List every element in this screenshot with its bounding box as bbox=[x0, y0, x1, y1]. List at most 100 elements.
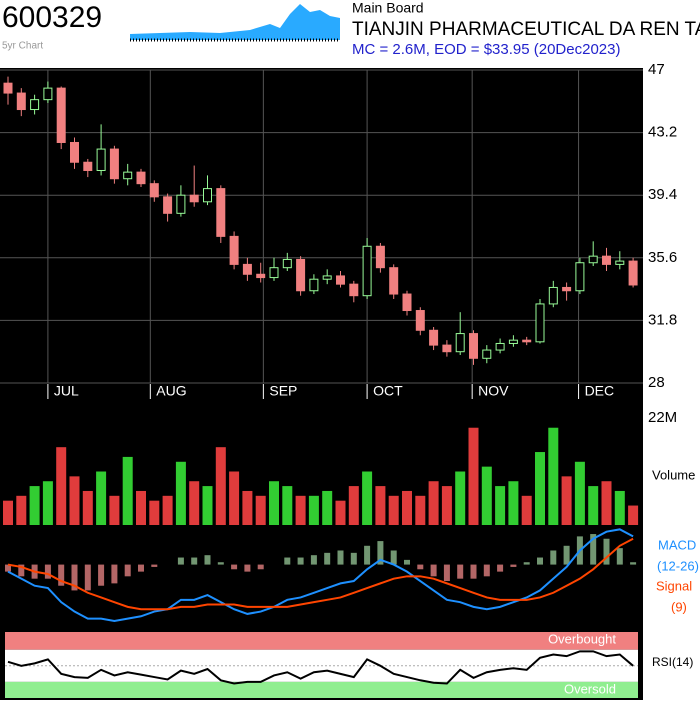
board: Main Board bbox=[352, 0, 424, 16]
volume-bar bbox=[282, 486, 293, 525]
x-tick-label: JUL bbox=[54, 383, 79, 399]
candle-body bbox=[548, 286, 558, 305]
macd-histogram bbox=[377, 541, 384, 565]
candle-body bbox=[429, 329, 439, 346]
candle-body bbox=[455, 333, 465, 353]
candle-body bbox=[282, 258, 292, 269]
macd-line bbox=[7, 537, 634, 611]
x-tick-label: AUG bbox=[156, 383, 186, 399]
series-name: MACD bbox=[658, 537, 696, 552]
volume-bar bbox=[428, 481, 439, 525]
candle-body bbox=[508, 339, 518, 344]
macd-histogram bbox=[284, 557, 291, 565]
volume-bar bbox=[402, 490, 412, 525]
candle-body bbox=[3, 82, 13, 94]
candle-body bbox=[562, 286, 572, 292]
macd-histogram bbox=[470, 564, 477, 579]
volume-bar bbox=[122, 456, 133, 525]
series-params: (9) bbox=[671, 599, 687, 614]
x-tick-label: SEP bbox=[269, 383, 297, 399]
macd-histogram bbox=[5, 564, 11, 572]
candle-body bbox=[588, 255, 598, 264]
candle-body bbox=[229, 235, 239, 265]
volume-bar bbox=[242, 490, 253, 525]
macd-histogram bbox=[151, 564, 158, 567]
volume-bar bbox=[535, 452, 545, 525]
macd-histogram bbox=[523, 562, 530, 565]
macd-histogram bbox=[231, 564, 238, 570]
candle-body bbox=[575, 262, 585, 292]
macd-histogram bbox=[510, 564, 517, 567]
macd-histogram bbox=[257, 564, 264, 570]
macd-histogram bbox=[390, 550, 397, 565]
macd-histogram bbox=[590, 534, 597, 565]
volume-bar bbox=[109, 495, 120, 525]
macd-histogram bbox=[537, 557, 543, 565]
series-params: (12-26) bbox=[657, 558, 699, 573]
macd-histogram bbox=[550, 550, 557, 565]
candle-body bbox=[522, 339, 532, 343]
candle-body bbox=[176, 194, 186, 214]
volume-label: Volume bbox=[652, 467, 695, 482]
volume-bar bbox=[495, 486, 506, 525]
candle-body bbox=[615, 260, 625, 265]
candle-body bbox=[189, 194, 199, 203]
candle-body bbox=[256, 273, 266, 279]
candle-body bbox=[375, 245, 385, 269]
volume-bar bbox=[362, 471, 373, 525]
candle-body bbox=[349, 283, 359, 297]
candle-body bbox=[535, 303, 545, 343]
volume-bar bbox=[215, 447, 226, 525]
macd-histogram bbox=[443, 564, 450, 582]
macd-histogram bbox=[603, 538, 610, 565]
volume-bar bbox=[175, 461, 186, 525]
macd-histogram bbox=[111, 564, 118, 584]
macd-histogram bbox=[324, 552, 331, 565]
volume-bar bbox=[16, 495, 27, 525]
candle-body bbox=[415, 310, 425, 331]
candle-body bbox=[83, 161, 93, 171]
x-tick-label: OCT bbox=[373, 383, 403, 399]
volume-bar bbox=[601, 481, 612, 525]
y-tick-label: 39.4 bbox=[648, 186, 677, 203]
candle-body bbox=[402, 293, 412, 312]
candle-body bbox=[628, 260, 638, 286]
candle-body bbox=[16, 92, 26, 111]
candle-body bbox=[242, 263, 252, 275]
volume-bar bbox=[56, 447, 67, 525]
volume-bar bbox=[149, 500, 160, 525]
macd-histogram bbox=[84, 564, 91, 591]
stock-code: 600329 bbox=[2, 1, 102, 34]
candle-body bbox=[296, 258, 306, 292]
candle-body bbox=[109, 148, 119, 180]
volume-bar bbox=[308, 495, 319, 525]
series-name: Signal bbox=[656, 578, 692, 593]
candle-body bbox=[482, 349, 492, 359]
macd-histogram bbox=[497, 564, 504, 572]
volume-bar bbox=[614, 490, 625, 525]
y-tick-label: 31.8 bbox=[648, 311, 677, 328]
candle-body bbox=[309, 278, 319, 292]
macd-histogram bbox=[417, 564, 424, 570]
candle-body bbox=[123, 171, 133, 180]
candle-body bbox=[469, 333, 478, 359]
volume-bar bbox=[348, 486, 359, 525]
volume-bar bbox=[481, 466, 492, 525]
candle-body bbox=[136, 171, 146, 185]
volume-bar bbox=[42, 481, 53, 525]
candle-body bbox=[56, 87, 66, 143]
x-tick-label: NOV bbox=[478, 383, 509, 399]
volume-bar bbox=[82, 490, 93, 525]
volume-bar bbox=[574, 461, 585, 525]
chart-area bbox=[0, 68, 643, 700]
macd-histogram bbox=[177, 557, 184, 565]
volume-bar bbox=[29, 486, 40, 525]
candle-body bbox=[442, 344, 452, 353]
volume-bar bbox=[441, 486, 452, 525]
info: MC = 2.6M, EOD = $33.95 (20Dec2023) bbox=[352, 41, 620, 58]
macd-histogram bbox=[457, 564, 464, 579]
macd-histogram bbox=[244, 564, 251, 572]
volume-bar bbox=[295, 495, 306, 525]
overbought-label: Overbought bbox=[548, 631, 616, 646]
volume-bar bbox=[561, 476, 572, 525]
